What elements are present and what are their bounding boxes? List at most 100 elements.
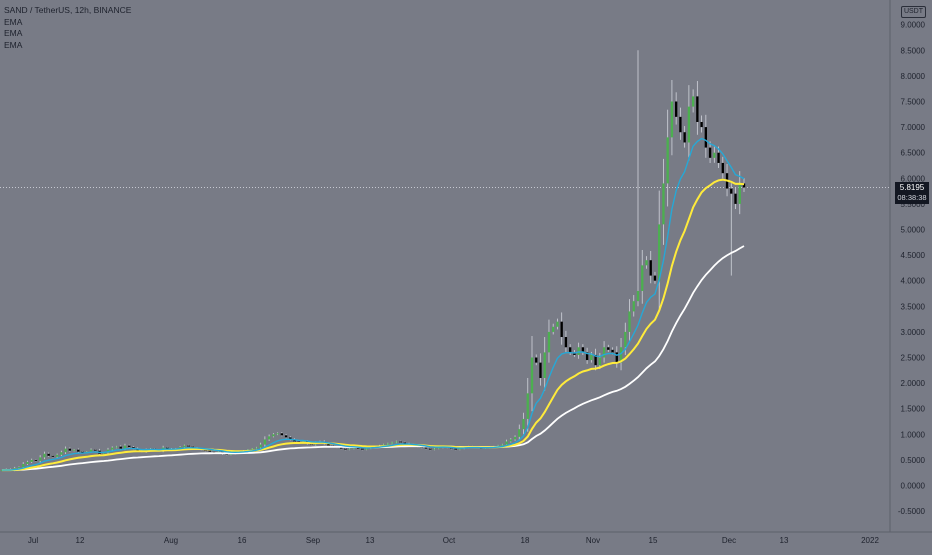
candle-body — [43, 453, 46, 458]
x-tick-label: 18 — [521, 536, 530, 545]
candle-body — [340, 447, 343, 449]
candle-body — [51, 455, 55, 457]
candle-body — [522, 418, 525, 430]
candle-body — [81, 451, 84, 453]
candle-body — [437, 447, 440, 449]
y-tick-label: 4.0000 — [901, 277, 926, 286]
candle-body — [250, 448, 254, 450]
x-tick-label: Aug — [164, 536, 178, 545]
candle-body — [22, 463, 25, 468]
ema-legend-1[interactable]: EMA — [4, 16, 23, 27]
x-tick-label: Jul — [28, 536, 38, 545]
candle-body — [276, 433, 279, 435]
candle-body — [590, 354, 593, 361]
candle-body — [679, 116, 682, 133]
y-tick-label: 2.5000 — [901, 354, 926, 363]
candle-body — [501, 444, 504, 446]
x-tick-label: 13 — [780, 536, 789, 545]
y-tick-label: 0.0000 — [901, 482, 926, 491]
candle-body — [585, 352, 589, 361]
x-tick-label: 16 — [238, 536, 247, 545]
candle-body — [513, 436, 517, 440]
candle-body — [344, 448, 347, 450]
candle-body — [683, 132, 686, 143]
candle-body — [395, 441, 398, 443]
candle-body — [458, 448, 462, 450]
y-tick-label: 0.5000 — [901, 456, 926, 465]
last-price-tag: 5.8195 08:38:38 — [895, 182, 929, 204]
candle-body — [704, 127, 708, 148]
candle-body — [564, 337, 568, 348]
candle-body — [47, 453, 50, 456]
candle-body — [68, 448, 72, 451]
candle-body — [365, 448, 368, 450]
x-tick-label: Dec — [722, 536, 736, 545]
ema-legend-2[interactable]: EMA — [4, 28, 23, 38]
candle-body — [691, 96, 695, 107]
candle-body — [187, 445, 190, 447]
candle-body — [641, 265, 644, 291]
chart-legend: SAND / TetherUS, 12h, BINANCE EMA EMA EM… — [4, 5, 131, 51]
y-tick-label: 7.5000 — [901, 98, 926, 107]
candle-body — [560, 321, 563, 338]
candle-body — [730, 188, 733, 194]
candle-body — [518, 429, 521, 437]
y-tick-label: 9.0000 — [901, 21, 926, 30]
candle-body — [26, 461, 29, 464]
candle-body — [352, 447, 356, 449]
y-tick-label: 2.0000 — [901, 379, 926, 388]
candle-body — [696, 96, 699, 122]
currency-badge[interactable]: USDT — [900, 6, 926, 18]
candle-body — [89, 449, 93, 452]
candle-body — [255, 447, 258, 449]
x-tick-label: Sep — [306, 536, 321, 545]
candle-body — [738, 183, 741, 204]
candle-body — [166, 447, 169, 449]
candle-body — [178, 447, 182, 449]
candle-body — [272, 434, 275, 437]
candle-body — [632, 301, 635, 312]
candle-body — [94, 449, 97, 451]
candle-body — [636, 290, 640, 302]
ema-mid-line — [1, 178, 745, 472]
candle-body — [496, 445, 500, 447]
candle-body — [708, 147, 712, 158]
candle-body — [611, 349, 614, 353]
candle-body — [361, 448, 364, 450]
ema-legend-3[interactable]: EMA — [4, 39, 23, 50]
candle-body — [259, 444, 262, 448]
candle-body — [267, 436, 271, 440]
candle-body — [509, 439, 512, 442]
candle-body — [212, 451, 216, 453]
candle-body — [721, 162, 724, 174]
candle-body — [390, 442, 394, 444]
candle-body — [225, 453, 228, 455]
x-tick-label: Nov — [586, 536, 600, 545]
candle-body — [607, 347, 610, 350]
candle-body — [547, 331, 551, 353]
x-tick-label: Oct — [443, 536, 456, 545]
candle-body — [111, 447, 114, 450]
y-tick-label: 7.0000 — [901, 123, 926, 132]
y-tick-label: 6.0000 — [901, 174, 926, 183]
candle-body — [717, 152, 720, 163]
candle-body — [356, 447, 360, 449]
y-tick-label: 4.5000 — [901, 251, 926, 260]
y-tick-label: 1.0000 — [901, 430, 926, 439]
y-tick-label: 3.0000 — [901, 328, 926, 337]
candle-body — [505, 441, 508, 445]
y-axis-panel — [890, 0, 932, 550]
candle-body — [658, 224, 661, 281]
candle-body — [297, 441, 300, 443]
candle-body — [552, 326, 555, 332]
symbol-title[interactable]: SAND / TetherUS, 12h, BINANCE — [4, 5, 132, 15]
y-tick-label: 3.5000 — [901, 302, 926, 311]
candle-body — [55, 454, 59, 457]
ema-slow-line — [2, 245, 745, 471]
candle-body — [598, 357, 602, 366]
candle-body — [577, 347, 580, 355]
candle-body — [60, 452, 63, 455]
candle-body — [183, 445, 186, 448]
